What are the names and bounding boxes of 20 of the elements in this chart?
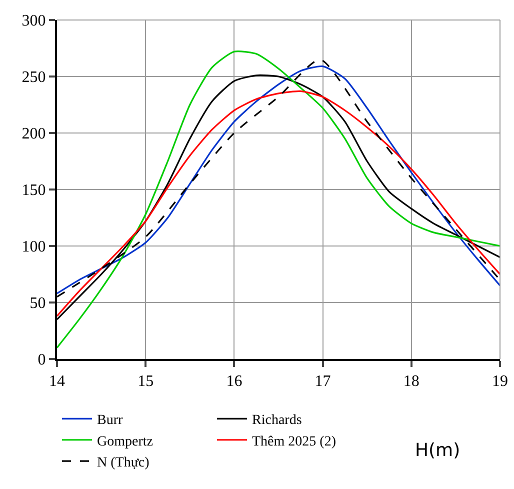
x-tick-label: 14 — [49, 373, 65, 390]
legend-label: Burr — [97, 413, 123, 428]
y-tick-label: 50 — [30, 295, 46, 312]
y-tick-label: 300 — [22, 12, 46, 30]
x-axis-title: H(m) — [415, 440, 460, 461]
x-tick-label: 16 — [226, 373, 242, 390]
legend-label: Thêm 2025 (2) — [252, 434, 336, 450]
x-tick-label: 17 — [314, 373, 331, 390]
legend-label: Gompertz — [97, 434, 153, 450]
line-series — [57, 50, 500, 348]
y-tick-label: 200 — [22, 126, 46, 143]
y-tick-label: 250 — [22, 69, 46, 86]
legend-label: N (Thực) — [97, 456, 150, 471]
x-tick-label: 18 — [403, 373, 420, 390]
y-tick-label: 100 — [22, 238, 46, 256]
x-tick-label: 15 — [138, 373, 154, 390]
legend-label: Richards — [252, 413, 302, 428]
y-tick-label: 150 — [22, 182, 46, 200]
x-tick-label: 19 — [492, 373, 508, 390]
y-tick-label: 0 — [38, 352, 46, 369]
